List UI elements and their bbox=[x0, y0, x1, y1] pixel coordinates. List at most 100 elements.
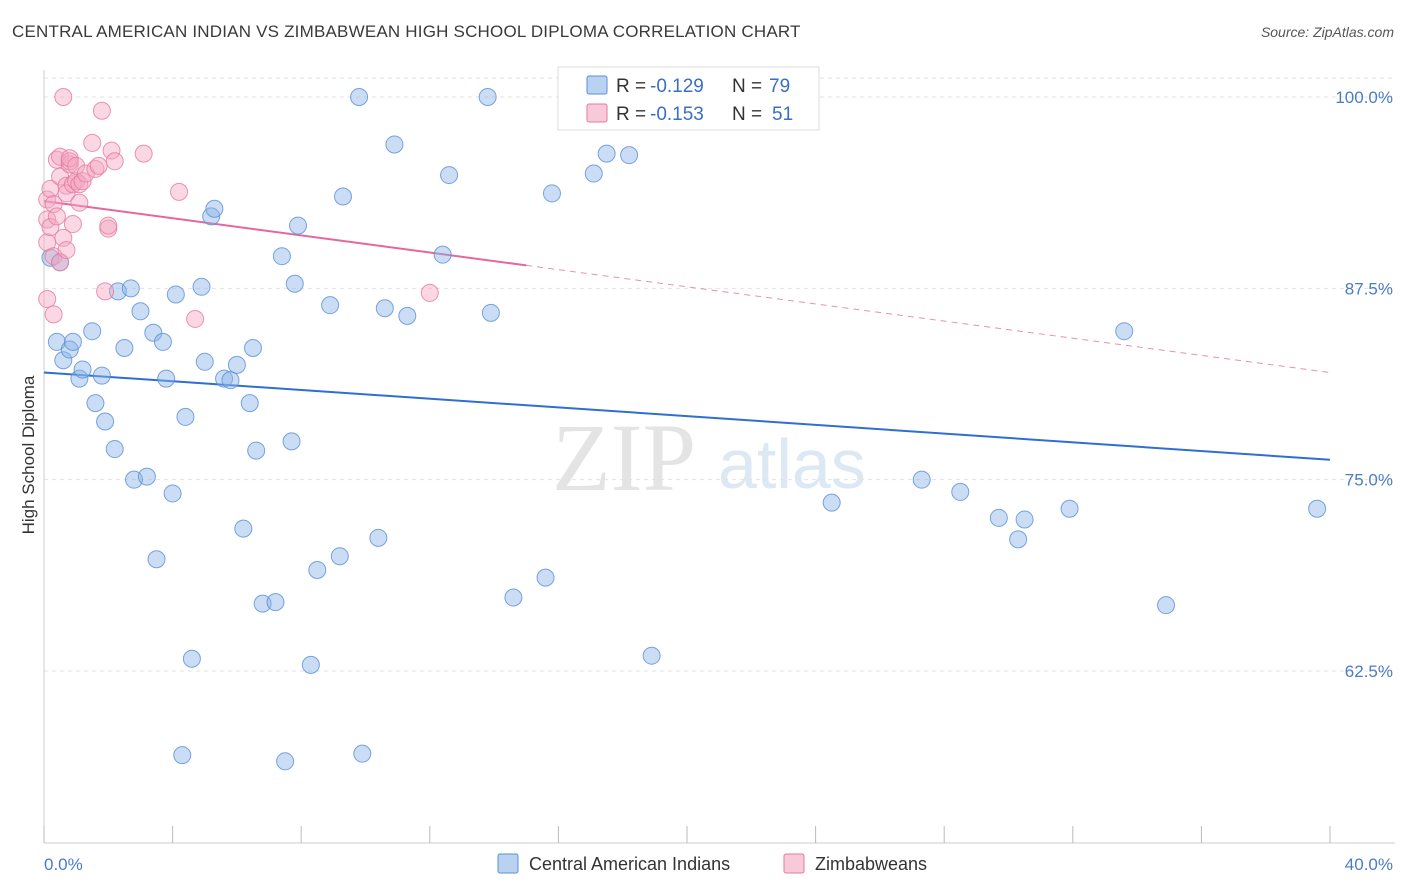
y-axis-label: High School Diploma bbox=[19, 375, 38, 534]
x-tick-label: 40.0% bbox=[1345, 855, 1393, 874]
point-central-american bbox=[105, 440, 124, 459]
y-tick-labels: 62.5% 75.0% 87.5% 100.0% bbox=[1335, 88, 1393, 681]
point-central-american bbox=[912, 470, 931, 489]
y-tick-label: 75.0% bbox=[1345, 471, 1393, 490]
point-zimbabwean bbox=[67, 156, 86, 175]
point-central-american bbox=[1308, 499, 1327, 518]
point-central-american bbox=[481, 303, 500, 322]
point-central-american bbox=[96, 412, 115, 431]
legend-n-label-0: N = bbox=[732, 76, 762, 97]
point-central-american bbox=[822, 493, 841, 512]
point-central-american bbox=[642, 646, 661, 665]
point-central-american bbox=[176, 407, 195, 426]
point-central-american bbox=[385, 135, 404, 154]
trend-lines bbox=[43, 200, 1331, 461]
point-central-american bbox=[285, 274, 304, 293]
point-central-american bbox=[195, 352, 214, 371]
point-zimbabwean bbox=[38, 290, 57, 309]
point-central-american bbox=[272, 247, 291, 266]
legend-box: R = -0.129 N = 79 R = -0.153 N = 51 bbox=[557, 66, 820, 131]
y-tick-label: 100.0% bbox=[1335, 88, 1393, 107]
point-central-american bbox=[63, 332, 82, 351]
trend-line-zimbabwean bbox=[43, 200, 527, 267]
point-central-american bbox=[1157, 596, 1176, 615]
point-zimbabwean bbox=[105, 152, 124, 171]
point-zimbabwean bbox=[186, 309, 205, 328]
point-zimbabwean bbox=[70, 175, 89, 194]
point-zimbabwean bbox=[134, 144, 153, 163]
point-central-american bbox=[282, 432, 301, 451]
bottom-legend: Central American Indians Zimbabweans bbox=[497, 853, 927, 874]
point-central-american bbox=[215, 369, 234, 388]
point-zimbabwean bbox=[57, 184, 76, 203]
trend-line-zimbabwean-extension bbox=[526, 264, 1331, 374]
chart-source: Source: ZipAtlas.com bbox=[1260, 24, 1394, 40]
point-central-american bbox=[350, 88, 369, 106]
watermark-zip: ZIP bbox=[552, 404, 696, 511]
axes bbox=[43, 70, 1395, 844]
point-zimbabwean bbox=[70, 193, 89, 212]
point-central-american bbox=[157, 369, 176, 388]
point-central-american bbox=[41, 248, 60, 267]
point-central-american bbox=[620, 146, 639, 165]
legend-n-value-0: 79 bbox=[769, 76, 790, 97]
point-central-american bbox=[86, 394, 105, 413]
point-central-american bbox=[243, 339, 262, 358]
point-zimbabwean bbox=[60, 149, 79, 168]
point-central-american bbox=[478, 88, 497, 106]
point-central-american bbox=[433, 245, 452, 264]
point-central-american bbox=[1009, 530, 1028, 549]
point-central-american bbox=[247, 441, 266, 460]
point-central-american bbox=[205, 199, 224, 218]
point-central-american bbox=[144, 323, 163, 342]
legend-r-value-1: -0.153 bbox=[650, 104, 704, 125]
point-zimbabwean bbox=[99, 216, 118, 235]
point-central-american bbox=[115, 339, 134, 358]
point-central-american bbox=[266, 593, 285, 612]
point-central-american bbox=[333, 187, 352, 206]
point-central-american bbox=[276, 752, 295, 771]
point-central-american bbox=[163, 484, 182, 503]
point-zimbabwean bbox=[63, 175, 82, 194]
point-central-american bbox=[536, 568, 555, 587]
point-central-american bbox=[83, 322, 102, 341]
point-central-american bbox=[597, 144, 616, 163]
point-central-american bbox=[253, 594, 272, 613]
point-central-american bbox=[308, 560, 327, 579]
point-central-american bbox=[166, 285, 185, 304]
point-zimbabwean bbox=[44, 305, 63, 324]
point-zimbabwean bbox=[96, 282, 115, 301]
point-zimbabwean bbox=[57, 241, 76, 260]
point-central-american bbox=[542, 184, 561, 203]
bottom-legend-swatch-central-american bbox=[497, 853, 519, 874]
legend-r-value-0: -0.129 bbox=[650, 76, 704, 97]
watermark-atlas: atlas bbox=[718, 425, 866, 503]
point-zimbabwean bbox=[41, 218, 60, 237]
legend-n-label-1: N = bbox=[732, 104, 762, 125]
point-central-american bbox=[951, 482, 970, 501]
point-central-american bbox=[227, 355, 246, 374]
point-zimbabwean bbox=[420, 283, 439, 302]
data-points bbox=[38, 88, 1327, 771]
point-zimbabwean bbox=[47, 207, 66, 226]
point-central-american bbox=[137, 467, 156, 486]
point-zimbabwean bbox=[67, 172, 86, 191]
point-central-american bbox=[369, 528, 388, 547]
bottom-legend-label-central-american: Central American Indians bbox=[529, 854, 730, 874]
point-central-american bbox=[54, 351, 73, 370]
point-zimbabwean bbox=[38, 190, 57, 209]
grid-lines bbox=[44, 77, 1395, 672]
chart-title: CENTRAL AMERICAN INDIAN VS ZIMBABWEAN HI… bbox=[12, 22, 801, 41]
legend-n-value-1: 51 bbox=[772, 104, 793, 125]
point-central-american bbox=[192, 277, 211, 296]
point-zimbabwean bbox=[170, 182, 189, 201]
point-central-american bbox=[1115, 322, 1134, 341]
point-zimbabwean bbox=[89, 156, 108, 175]
legend-swatch-zimbabwean bbox=[586, 103, 608, 123]
y-tick-label: 62.5% bbox=[1345, 662, 1393, 681]
point-central-american bbox=[301, 655, 320, 674]
point-central-american bbox=[92, 366, 111, 385]
point-central-american bbox=[353, 744, 372, 763]
legend-swatch-central-american bbox=[586, 75, 608, 95]
bottom-legend-swatch-zimbabwean bbox=[783, 853, 805, 874]
